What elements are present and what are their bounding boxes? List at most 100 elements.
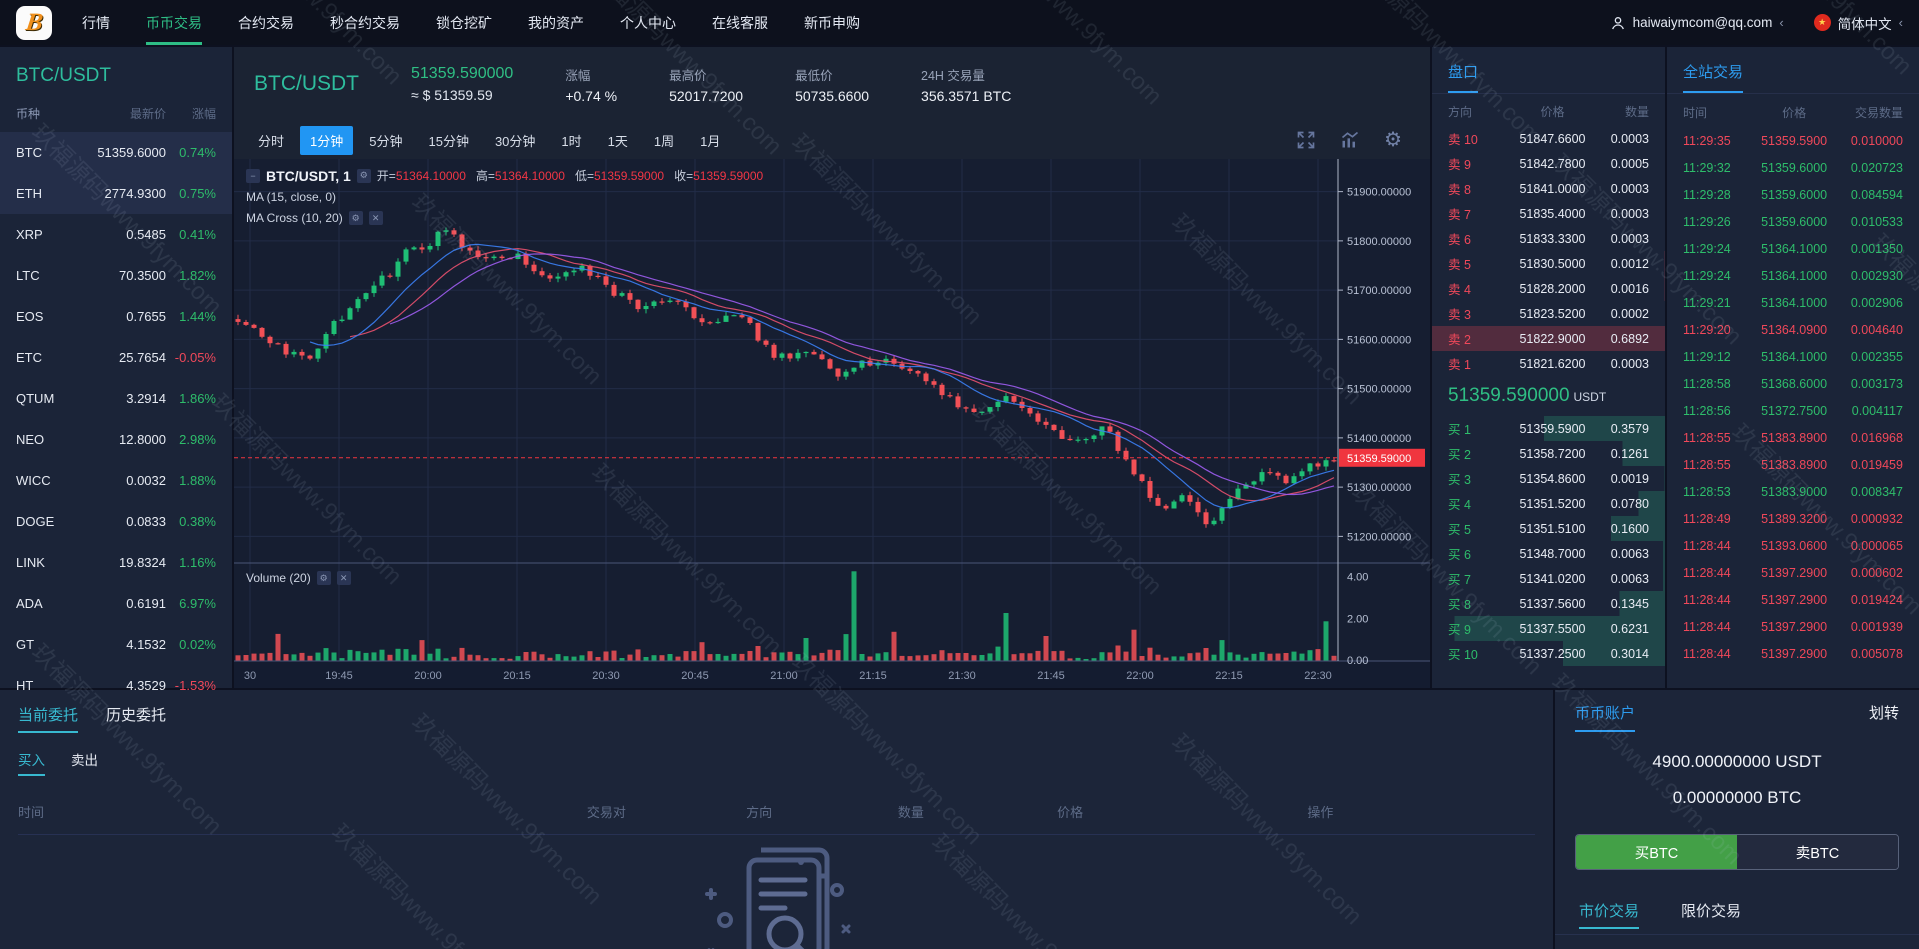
trade-row[interactable]: 11:28:55 51383.8900 0.019459 [1667, 451, 1919, 478]
volume-gear-icon[interactable]: ⚙ [316, 571, 331, 585]
trade-row[interactable]: 11:29:26 51359.6000 0.010533 [1667, 208, 1919, 235]
orderbook-row-卖5[interactable]: 卖 5 51830.5000 0.0012 [1432, 251, 1665, 276]
volume-close-icon[interactable]: ✕ [336, 571, 351, 585]
coin-row-WICC[interactable]: WICC 0.0032 1.88% [0, 460, 232, 501]
trade-row[interactable]: 11:29:35 51359.5900 0.010000 [1667, 127, 1919, 154]
interval-1天[interactable]: 1天 [607, 133, 628, 149]
kline-chart[interactable]: 51900.00000 51800.00000 51700.00000 51600.0… [234, 159, 1430, 688]
coin-row-XRP[interactable]: XRP 0.5485 0.41% [0, 214, 232, 255]
interval-1周[interactable]: 1周 [653, 133, 675, 149]
trade-row[interactable]: 11:29:28 51359.6000 0.084594 [1667, 181, 1919, 208]
interval-15分钟[interactable]: 15分钟 [428, 133, 469, 149]
buy-btc-button[interactable]: 买BTC [1576, 835, 1737, 869]
orderbook-row-买5[interactable]: 买 5 51351.5100 0.1600 [1432, 516, 1665, 541]
orderbook-row-买1[interactable]: 买 1 51359.5900 0.3579 [1432, 416, 1665, 441]
nav-item-合约交易[interactable]: 合约交易 [238, 14, 294, 31]
language-selector[interactable]: ★ 简体中文 ‹ [1813, 13, 1903, 33]
coin-row-HT[interactable]: HT 4.3529 -1.53% [0, 665, 232, 706]
trade-row[interactable]: 11:28:44 51393.0600 0.000065 [1667, 532, 1919, 559]
transfer-link[interactable]: 划转 [1868, 705, 1899, 722]
trade-row[interactable]: 11:28:44 51397.2900 0.000602 [1667, 559, 1919, 586]
coin-row-NEO[interactable]: NEO 12.8000 2.98% [0, 419, 232, 460]
legend-gear-icon[interactable]: ⚙ [356, 168, 371, 183]
nav-item-行情[interactable]: 行情 [82, 14, 110, 31]
coin-row-QTUM[interactable]: QTUM 3.2914 1.86% [0, 378, 232, 419]
orderbook-row-卖7[interactable]: 卖 7 51835.4000 0.0003 [1432, 201, 1665, 226]
nav-item-我的资产[interactable]: 我的资产 [528, 14, 584, 31]
fullscreen-icon[interactable] [1296, 130, 1316, 150]
brand-logo-icon[interactable]: B [16, 5, 52, 40]
orderbook-title[interactable]: 盘口 [1448, 61, 1479, 93]
orderbook-row-卖2[interactable]: 卖 2 51822.9000 0.6892 [1432, 326, 1665, 351]
orderbook-row-卖8[interactable]: 卖 8 51841.0000 0.0003 [1432, 176, 1665, 201]
orderbook-row-卖4[interactable]: 卖 4 51828.2000 0.0016 [1432, 276, 1665, 301]
interval-1时[interactable]: 1时 [561, 133, 582, 149]
trade-row[interactable]: 11:28:44 51397.2900 0.001939 [1667, 613, 1919, 640]
trade-row[interactable]: 11:28:55 51383.8900 0.016968 [1667, 424, 1919, 451]
nav-item-币币交易[interactable]: 币币交易 [146, 0, 202, 45]
orderbook-row-买3[interactable]: 买 3 51354.8600 0.0019 [1432, 466, 1665, 491]
trade-row[interactable]: 11:28:44 51397.2900 0.019424 [1667, 586, 1919, 613]
tab-当前委托[interactable]: 当前委托 [18, 704, 79, 733]
orderbook-row-卖6[interactable]: 卖 6 51833.3300 0.0003 [1432, 226, 1665, 251]
ob-amount-cell: 0.0005 [1610, 156, 1649, 171]
trade-row[interactable]: 11:29:21 51364.1000 0.002906 [1667, 289, 1919, 316]
interval-30分钟[interactable]: 30分钟 [494, 133, 536, 149]
coin-row-ETH[interactable]: ETH 2774.9300 0.75% [0, 173, 232, 214]
orderbook-row-买7[interactable]: 买 7 51341.0200 0.0063 [1432, 566, 1665, 591]
nav-item-秒合约交易[interactable]: 秒合约交易 [330, 14, 400, 31]
indicators-icon[interactable] [1340, 130, 1360, 150]
chart-settings-gear-icon[interactable]: ⚙ [1384, 129, 1402, 151]
interval-1月[interactable]: 1月 [700, 133, 721, 149]
coin-row-ETC[interactable]: ETC 25.7654 -0.05% [0, 337, 232, 378]
orderbook-row-买4[interactable]: 买 4 51351.5200 0.0780 [1432, 491, 1665, 516]
tab-卖出[interactable]: 卖出 [71, 753, 98, 768]
trade-row[interactable]: 11:28:44 51397.2900 0.005078 [1667, 640, 1919, 667]
nav-item-在线客服[interactable]: 在线客服 [712, 14, 768, 31]
sell-btc-button[interactable]: 卖BTC [1737, 835, 1898, 869]
collapse-icon[interactable]: − [246, 168, 260, 183]
tab-限价交易[interactable]: 限价交易 [1681, 903, 1742, 920]
trade-row[interactable]: 11:29:24 51364.1000 0.002930 [1667, 262, 1919, 289]
coin-row-BTC[interactable]: BTC 51359.6000 0.74% [0, 132, 232, 173]
trade-row[interactable]: 11:28:49 51389.3200 0.000932 [1667, 505, 1919, 532]
coin-row-EOS[interactable]: EOS 0.7655 1.44% [0, 296, 232, 337]
coin-row-LTC[interactable]: LTC 70.3500 1.82% [0, 255, 232, 296]
trades-title[interactable]: 全站交易 [1683, 61, 1744, 93]
coin-row-DOGE[interactable]: DOGE 0.0833 0.38% [0, 501, 232, 542]
trade-row[interactable]: 11:29:12 51364.1000 0.002355 [1667, 343, 1919, 370]
tab-买入[interactable]: 买入 [18, 749, 45, 776]
orderbook-row-卖9[interactable]: 卖 9 51842.7800 0.0005 [1432, 151, 1665, 176]
orderbook-row-买9[interactable]: 买 9 51337.5500 0.6231 [1432, 616, 1665, 641]
ma-close-icon[interactable]: ✕ [368, 211, 383, 225]
trade-row[interactable]: 11:28:53 51383.9000 0.008347 [1667, 478, 1919, 505]
orderbook-row-卖1[interactable]: 卖 1 51821.6200 0.0003 [1432, 351, 1665, 376]
coin-symbol: LTC [16, 268, 40, 283]
nav-item-新币申购[interactable]: 新币申购 [804, 14, 860, 31]
coin-row-LINK[interactable]: LINK 19.8324 1.16% [0, 542, 232, 583]
tab-历史委托[interactable]: 历史委托 [106, 707, 167, 724]
orderbook-row-买10[interactable]: 买 10 51337.2500 0.3014 [1432, 641, 1665, 666]
orderbook-row-卖10[interactable]: 卖 10 51847.6600 0.0003 [1432, 126, 1665, 151]
coin-account-tab[interactable]: 币币账户 [1575, 702, 1636, 732]
coin-list: BTC 51359.6000 0.74% ETH 2774.9300 0.75% XRP 0.… [0, 132, 232, 706]
orderbook-row-买2[interactable]: 买 2 51358.7200 0.1261 [1432, 441, 1665, 466]
orderbook-row-卖3[interactable]: 卖 3 51823.5200 0.0002 [1432, 301, 1665, 326]
interval-分时[interactable]: 分时 [258, 133, 285, 149]
interval-5分钟[interactable]: 5分钟 [369, 133, 403, 149]
trade-row[interactable]: 11:29:32 51359.6000 0.020723 [1667, 154, 1919, 181]
user-account-menu[interactable]: haiwaiymcom@qq.com ‹ [1610, 15, 1784, 31]
nav-item-锁仓挖矿[interactable]: 锁仓挖矿 [436, 14, 492, 31]
nav-item-个人中心[interactable]: 个人中心 [620, 14, 676, 31]
orderbook-row-买6[interactable]: 买 6 51348.7000 0.0063 [1432, 541, 1665, 566]
trade-row[interactable]: 11:28:58 51368.6000 0.003173 [1667, 370, 1919, 397]
trade-row[interactable]: 11:29:20 51364.0900 0.004640 [1667, 316, 1919, 343]
coin-row-ADA[interactable]: ADA 0.6191 6.97% [0, 583, 232, 624]
ma-gear-icon[interactable]: ⚙ [348, 211, 363, 225]
trade-row[interactable]: 11:28:56 51372.7500 0.004117 [1667, 397, 1919, 424]
orderbook-row-买8[interactable]: 买 8 51337.5600 0.1345 [1432, 591, 1665, 616]
tab-市价交易[interactable]: 市价交易 [1579, 900, 1640, 929]
trade-row[interactable]: 11:29:24 51364.1000 0.001350 [1667, 235, 1919, 262]
coin-row-GT[interactable]: GT 4.1532 0.02% [0, 624, 232, 665]
interval-1分钟[interactable]: 1分钟 [300, 125, 354, 155]
